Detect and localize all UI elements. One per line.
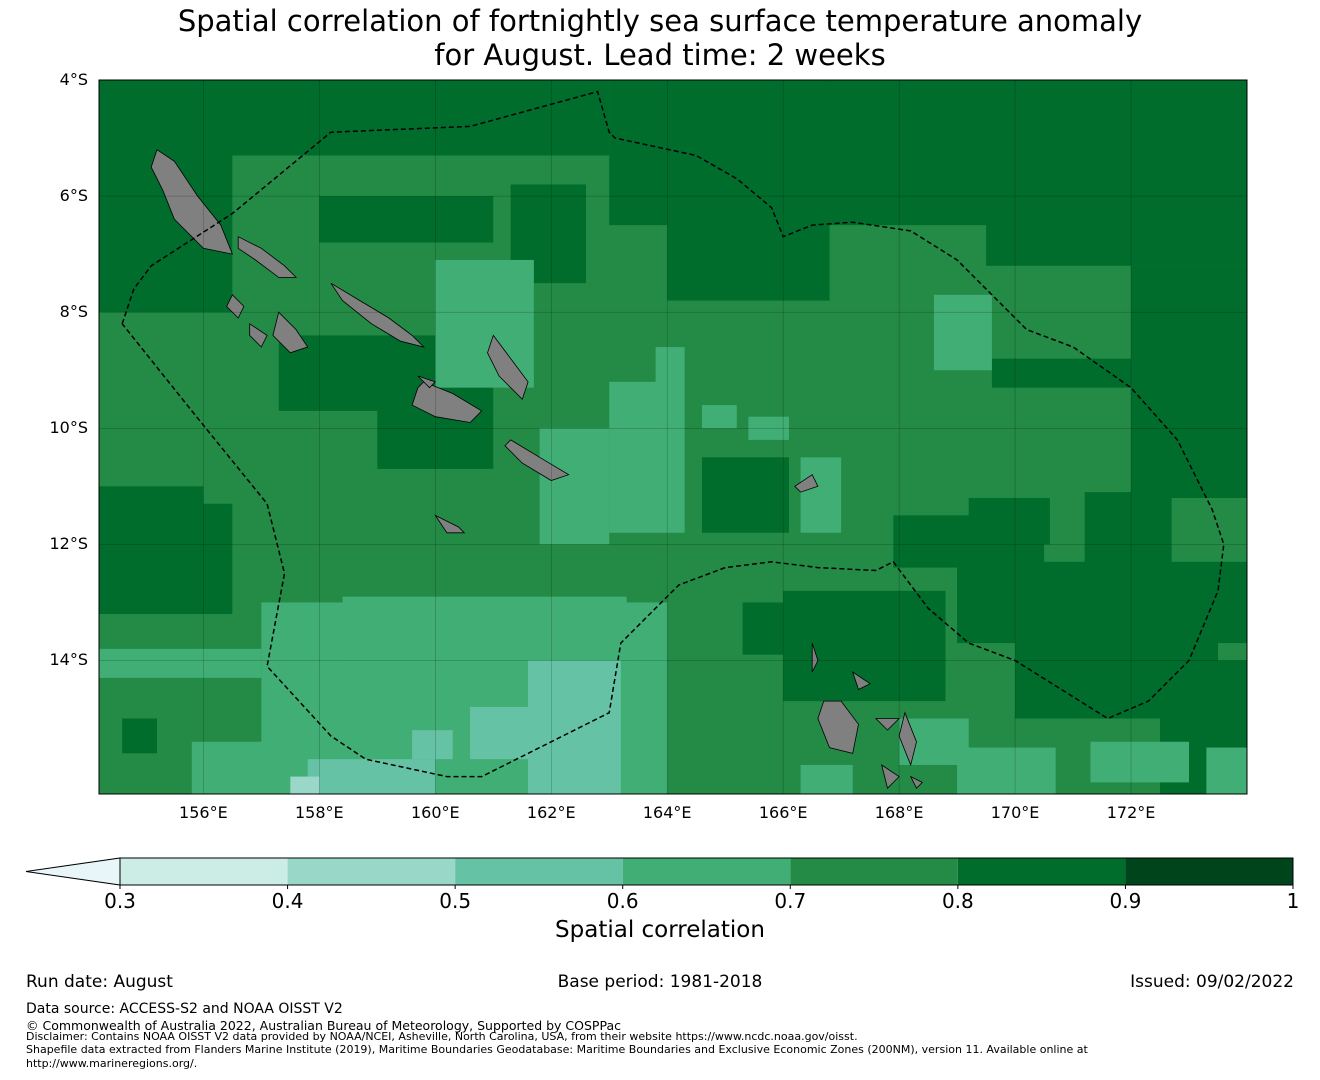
lon-label: 156°E (179, 803, 228, 822)
lat-label: 14°S (49, 650, 88, 670)
colorbar-bin (957, 858, 1126, 885)
colorbar-bin (455, 858, 623, 885)
lon-label: 166°E (758, 803, 808, 822)
lat-label: 4°S (59, 70, 88, 89)
colorbar-tick-label: 1 (1286, 889, 1300, 913)
lon-label: 172°E (1106, 803, 1156, 822)
lat-label: 12°S (49, 534, 88, 554)
lon-label: 162°E (526, 803, 576, 822)
map-frame (98, 79, 1248, 795)
colorbar-bin (287, 858, 456, 885)
lat-label: 6°S (59, 186, 88, 206)
lon-label: 168°E (874, 803, 924, 822)
map-gridlines (99, 79, 1247, 794)
eez-boundaries (121, 90, 1225, 778)
colorbar-tick-label: 0.3 (104, 889, 136, 913)
lat-label: 10°S (49, 418, 88, 438)
colorbar-bin (120, 858, 288, 885)
disclaimer: Disclaimer: Contains NOAA OISST V2 data … (26, 1030, 858, 1043)
colorbar-tick-label: 0.5 (439, 889, 472, 913)
colorbar-tick-label: 0.4 (271, 889, 304, 913)
shapefile-credit: Shapefile data extracted from Flanders M… (26, 1043, 1088, 1070)
colorbar-tick-label: 0.9 (1109, 889, 1142, 913)
issued-date: Issued: 09/02/2022 (1130, 972, 1294, 992)
colorbar-tick-label: 0.6 (606, 889, 639, 913)
lon-label: 158°E (294, 803, 344, 822)
colorbar-bin (790, 858, 958, 885)
colorbar-bin (1125, 858, 1293, 885)
copyright: © Commonwealth of Australia 2022, Austra… (26, 1018, 621, 1033)
lon-label: 160°E (410, 803, 460, 822)
map-title: Spatial correlation of fortnightly sea s… (177, 4, 1143, 72)
lon-label: 164°E (642, 803, 692, 822)
lon-label: 170°E (990, 803, 1040, 822)
colorbar-bin (622, 858, 791, 885)
lat-label: 8°S (59, 302, 88, 322)
data-source: Data source: ACCESS-S2 and NOAA OISST V2 (26, 1001, 343, 1017)
colorbar-tick-label: 0.8 (941, 889, 974, 913)
colorbar-tick-label: 0.7 (774, 889, 807, 913)
base-period: Base period: 1981-2018 (557, 972, 763, 992)
run-date: Run date: August (26, 972, 173, 992)
correlation-field (99, 80, 1247, 794)
colorbar-label: Spatial correlation (555, 917, 765, 943)
correlation-map (98, 79, 1248, 795)
land-masses (150, 149, 923, 789)
